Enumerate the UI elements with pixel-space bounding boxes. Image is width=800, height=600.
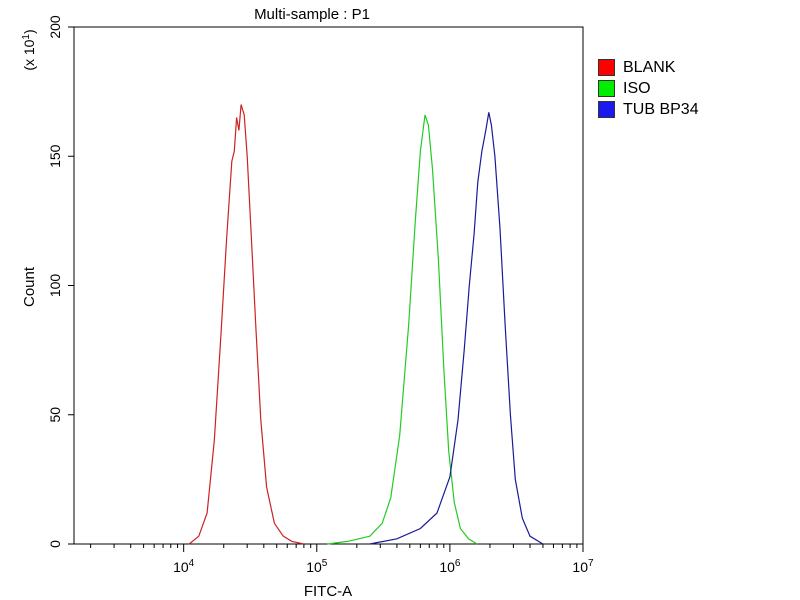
x-tick-label: 106 xyxy=(439,558,461,575)
chart-legend: BLANK ISO TUB BP34 xyxy=(598,57,699,120)
legend-item-tub-bp34: TUB BP34 xyxy=(598,99,699,120)
series-curve-blank xyxy=(188,104,305,545)
legend-item-iso: ISO xyxy=(598,78,699,99)
series-curve-tub-bp34 xyxy=(369,112,544,545)
y-tick-label: 0 xyxy=(47,540,63,548)
x-tick-label: 107 xyxy=(572,558,594,575)
y-axis-multiplier: (x 101) xyxy=(21,29,37,70)
plot-border xyxy=(73,26,584,545)
x-tick-label: 105 xyxy=(306,558,328,575)
y-tick-label: 100 xyxy=(47,274,63,298)
y-axis: 0 50 100 150 200 xyxy=(47,15,74,548)
x-axis: 104 105 106 107 xyxy=(90,544,594,575)
histogram-curves xyxy=(188,104,544,545)
legend-swatch-tub-bp34 xyxy=(598,101,615,118)
legend-swatch-iso xyxy=(598,80,615,97)
legend-label-blank: BLANK xyxy=(623,58,676,76)
legend-label-tub-bp34: TUB BP34 xyxy=(623,100,699,118)
y-tick-label: 50 xyxy=(47,407,63,423)
x-tick-label: 104 xyxy=(173,558,195,575)
chart-title: Multi-sample : P1 xyxy=(254,6,370,23)
plot-frame xyxy=(73,26,584,545)
legend-swatch-blank xyxy=(598,59,615,76)
y-tick-label: 150 xyxy=(47,144,63,168)
x-axis-label: FITC-A xyxy=(304,583,352,600)
legend-label-iso: ISO xyxy=(623,79,651,97)
series-curve-iso xyxy=(327,114,478,545)
y-axis-label: Count xyxy=(21,266,38,307)
legend-item-blank: BLANK xyxy=(598,57,699,78)
y-tick-label: 200 xyxy=(47,15,63,39)
